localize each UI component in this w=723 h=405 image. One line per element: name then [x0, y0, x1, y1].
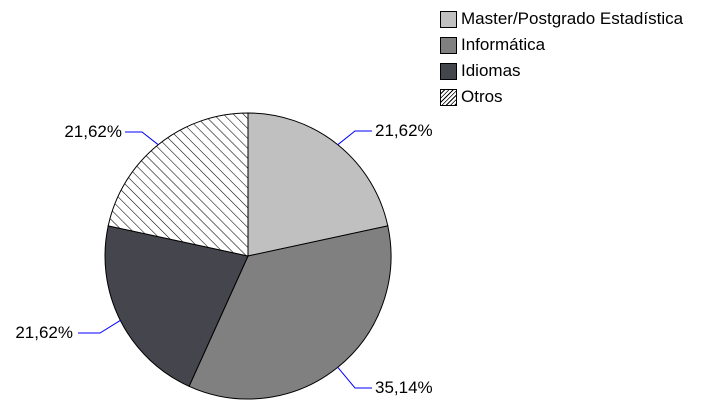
- legend-item-otros: Otros: [440, 84, 683, 110]
- data-label-idiomas: 21,62%: [15, 323, 73, 342]
- leader-lines: [78, 130, 372, 389]
- data-label-master: 21,62%: [375, 121, 433, 140]
- legend-label-idiomas: Idiomas: [461, 61, 521, 80]
- data-labels: 21,62% 35,14% 21,62% 21,62%: [15, 121, 432, 397]
- legend-item-idiomas: Idiomas: [440, 58, 683, 84]
- legend-swatch-otros: [440, 88, 457, 106]
- legend-swatch-idiomas: [440, 62, 457, 80]
- legend-label-informatica: Informática: [461, 35, 546, 54]
- legend-swatch-master: [440, 10, 457, 28]
- leader-line-informatica: [337, 366, 372, 389]
- data-label-otros: 21,62%: [64, 122, 122, 141]
- leader-line-master: [337, 130, 372, 146]
- legend: Master/Postgrado Estadística Informática…: [440, 6, 683, 110]
- pie-slices: [104, 112, 392, 400]
- legend-label-master: Master/Postgrado Estadística: [461, 9, 684, 28]
- legend-item-informatica: Informática: [440, 32, 683, 58]
- data-label-informatica: 35,14%: [375, 378, 433, 397]
- legend-swatch-informatica: [440, 36, 457, 54]
- legend-item-master: Master/Postgrado Estadística: [440, 6, 683, 32]
- pie-slice-informatica: [188, 225, 392, 400]
- leader-line-idiomas: [78, 319, 121, 334]
- legend-label-otros: Otros: [461, 87, 503, 106]
- pie-slice-idiomas: [104, 225, 249, 387]
- leader-line-otros: [125, 131, 159, 146]
